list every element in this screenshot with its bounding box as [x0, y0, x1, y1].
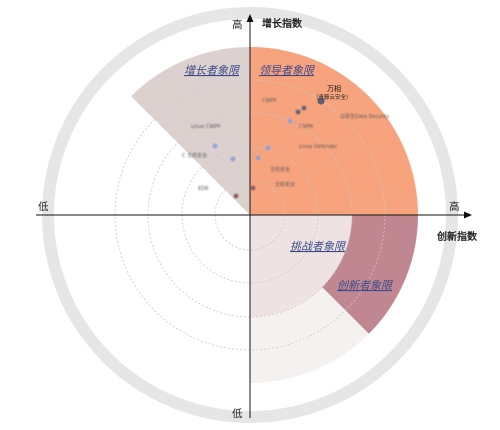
data-point [233, 193, 239, 199]
data-point [230, 156, 236, 162]
data-point-label: Linux Defender [299, 144, 338, 150]
challenger-quadrant-wedge [250, 215, 352, 317]
data-point-label: C 主机安全 [182, 152, 207, 159]
data-point [212, 143, 218, 149]
growth-quadrant-label: 增长者象限 [184, 64, 240, 77]
challenger-quadrant-outer-wedge [250, 287, 369, 383]
data-point-sublabel: （青藤云安全） [313, 93, 352, 101]
x-axis-low-label: 低 [38, 200, 49, 213]
data-point [301, 105, 307, 111]
data-point [317, 97, 325, 105]
growth-quadrant-wedge [131, 47, 250, 215]
challenger-quadrant-label: 挑战者象限 [290, 240, 346, 253]
y-axis-high-label: 高 [232, 18, 243, 31]
data-point-label: CWPP [262, 98, 276, 104]
data-point-label: 主机安全 [270, 166, 290, 173]
data-point [295, 109, 301, 115]
y-axis-arrow [246, 14, 254, 22]
data-point [265, 145, 271, 151]
leader-quadrant-wedge [250, 47, 418, 215]
x-axis-high-label: 高 [449, 200, 460, 213]
data-point [287, 118, 293, 124]
leader-quadrant-label: 领导者象限 [259, 64, 315, 77]
data-point-label: 云原生Data Security [340, 113, 389, 120]
innovator-quadrant-label: 创新者象限 [337, 279, 393, 292]
x-axis-title: 创新指数 [436, 230, 478, 243]
data-point-label: CSPM [299, 124, 313, 130]
data-point [255, 155, 261, 161]
y-axis-low-label: 低 [232, 407, 243, 420]
data-point-label: 万相 [327, 84, 341, 93]
y-axis-title: 增长指数 [262, 17, 303, 30]
x-axis-arrow [464, 211, 472, 219]
data-point-label: EDR [198, 186, 209, 192]
data-point-label: 主机安全 [275, 181, 295, 188]
data-point [250, 185, 256, 191]
points-layer: 万相（青藤云安全） CWPP 云原生Data Security CSPM Linux C… [182, 84, 389, 199]
data-point-label: Linux CWPP [191, 124, 221, 130]
